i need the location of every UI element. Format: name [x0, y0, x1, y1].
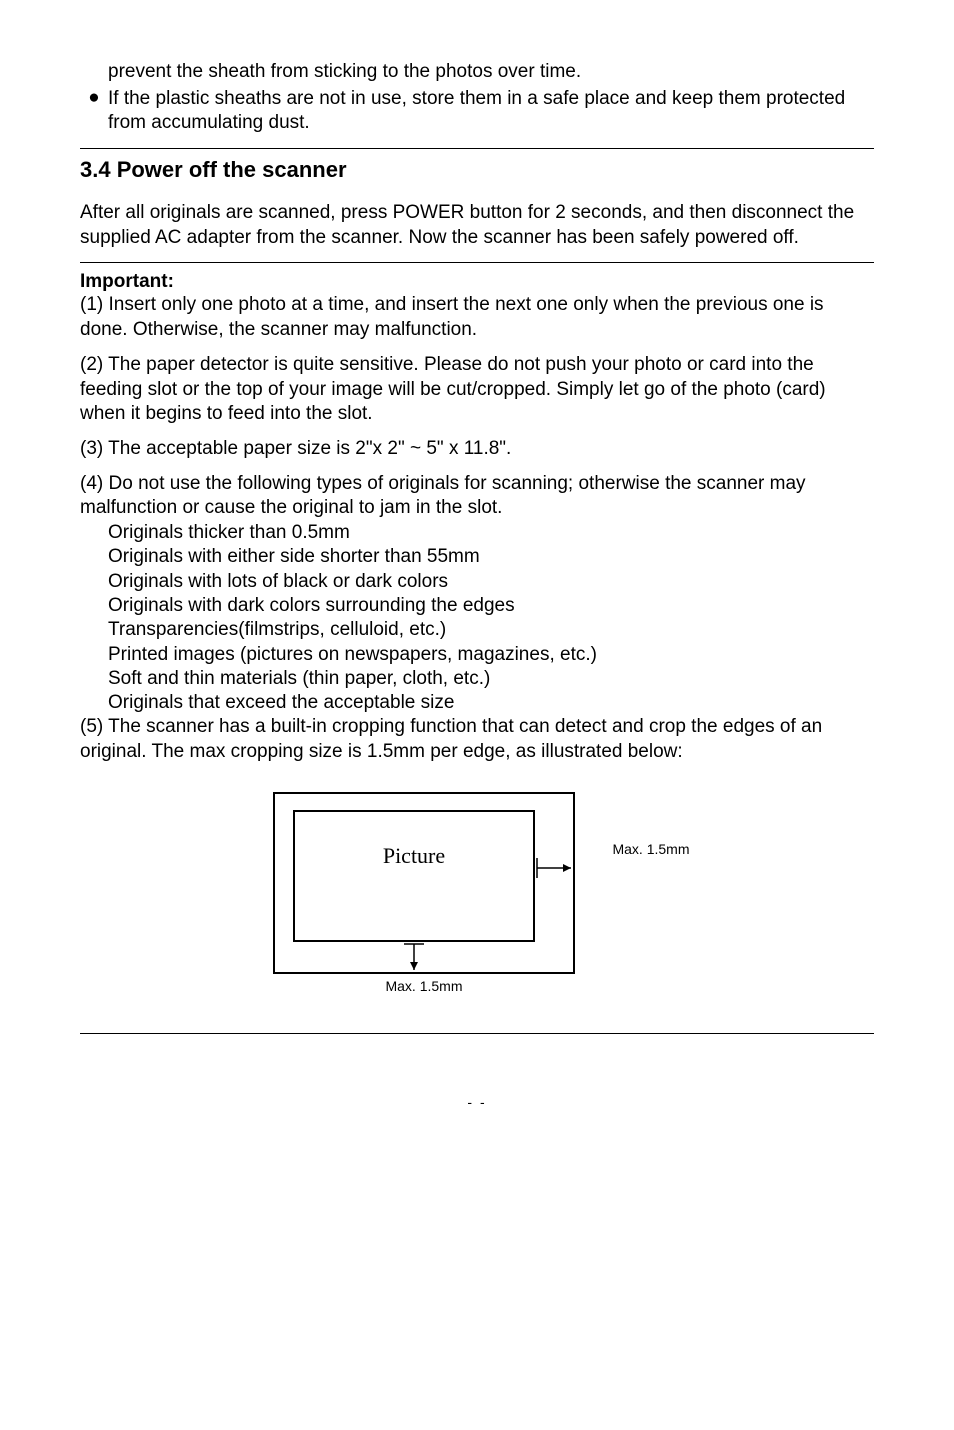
bullet-continuation: prevent the sheath from sticking to the …	[80, 60, 874, 85]
note-3: (3) The acceptable paper size is 2"x 2" …	[80, 437, 874, 462]
bullet-text-1: prevent the sheath from sticking to the …	[108, 60, 874, 85]
list-item: Originals with either side shorter than …	[108, 545, 874, 569]
list-item: Soft and thin materials (thin paper, clo…	[108, 667, 874, 691]
max-right-label: Max. 1.5mm	[612, 841, 689, 857]
note-2: (2) The paper detector is quite sensitiv…	[80, 353, 874, 427]
divider	[80, 262, 874, 263]
note-5: (5) The scanner has a built-in cropping …	[80, 715, 874, 764]
list-item: Originals thicker than 0.5mm	[108, 521, 874, 545]
important-label: Important:	[80, 271, 874, 293]
picture-label: Picture	[383, 843, 445, 868]
bullet-dot-icon: ●	[80, 87, 108, 136]
list-item: Originals with lots of black or dark col…	[108, 570, 874, 594]
max-bottom-label: Max. 1.5mm	[386, 978, 463, 994]
note-1: (1) Insert only one photo at a time, and…	[80, 293, 874, 342]
inner-rect	[294, 811, 534, 941]
list-item: Originals that exceed the acceptable siz…	[108, 691, 874, 715]
manual-page: prevent the sheath from sticking to the …	[0, 0, 954, 1150]
section-heading: 3.4 Power off the scanner	[80, 157, 874, 183]
diagram-svg: Picture Max. 1.5mm	[264, 783, 604, 1013]
bullet-spacer	[80, 60, 108, 85]
list-item: Printed images (pictures on newspapers, …	[108, 643, 874, 667]
page-footer-dash: - -	[80, 1094, 874, 1110]
section-intro: After all originals are scanned, press P…	[80, 201, 874, 250]
bullet-item: ● If the plastic sheaths are not in use,…	[80, 87, 874, 136]
crop-diagram: Picture Max. 1.5mm Max. 1.5mm	[80, 783, 874, 1013]
list-item: Originals with dark colors surrounding t…	[108, 594, 874, 618]
note-4: (4) Do not use the following types of or…	[80, 472, 874, 521]
list-item: Transparencies(filmstrips, celluloid, et…	[108, 618, 874, 642]
divider	[80, 1033, 874, 1034]
originals-list: Originals thicker than 0.5mm Originals w…	[80, 521, 874, 716]
bullet-text-2: If the plastic sheaths are not in use, s…	[108, 87, 874, 136]
divider	[80, 148, 874, 149]
